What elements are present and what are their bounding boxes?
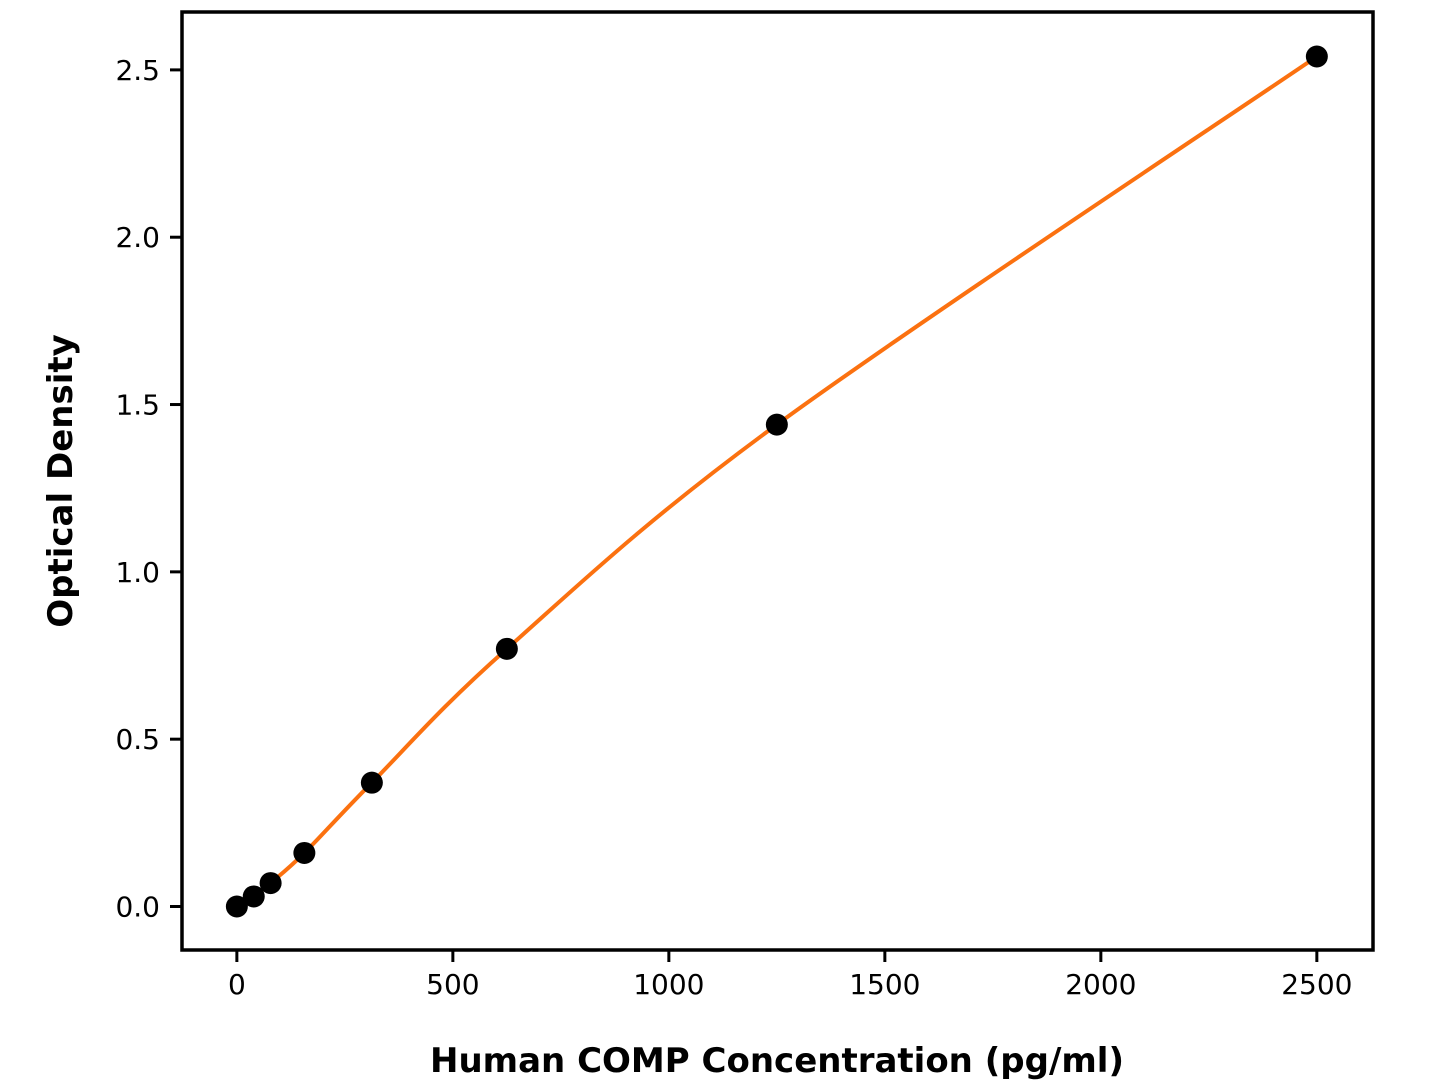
plot-area-border xyxy=(180,10,1375,952)
x-tick-label: 1000 xyxy=(633,968,704,1001)
x-tick-label: 2500 xyxy=(1281,968,1352,1001)
y-tick-label: 2.5 xyxy=(115,54,160,87)
x-axis-label: Human COMP Concentration (pg/ml) xyxy=(430,1041,1124,1081)
x-tick-label: 2000 xyxy=(1065,968,1136,1001)
y-tick-label: 0.0 xyxy=(115,890,160,923)
y-tick-label: 1.0 xyxy=(115,556,160,589)
data-point xyxy=(225,895,248,918)
y-axis-label: Optical Density xyxy=(41,334,81,628)
fit-line xyxy=(234,54,1319,909)
data-point xyxy=(495,637,518,660)
tick-layer: 0 500 1000 1500 2000 2500 0.0 0.5 1.0 1.5 2.0 2.5 xyxy=(115,54,1352,1001)
x-tick-label: 1500 xyxy=(849,968,920,1001)
series-layer xyxy=(225,45,1328,918)
y-tick-label: 0.5 xyxy=(115,723,160,756)
x-tick-label: 500 xyxy=(426,968,479,1001)
data-point xyxy=(242,885,265,908)
data-point xyxy=(1305,45,1328,68)
data-point xyxy=(293,841,316,864)
data-point xyxy=(765,413,788,436)
y-tick-label: 2.0 xyxy=(115,221,160,254)
data-point xyxy=(259,872,282,895)
y-tick-label: 1.5 xyxy=(115,389,160,422)
x-tick-label: 0 xyxy=(228,968,246,1001)
data-point xyxy=(360,771,383,794)
